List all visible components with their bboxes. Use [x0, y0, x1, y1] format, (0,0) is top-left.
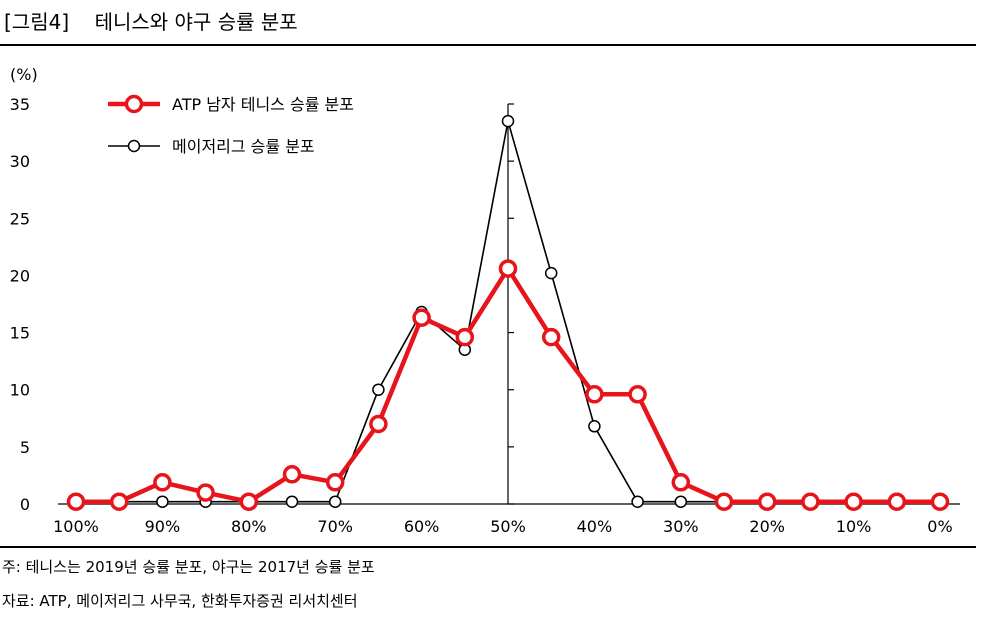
x-tick-label: 90%: [145, 517, 181, 536]
x-tick-label: 30%: [663, 517, 699, 536]
data-point-atp-tennis: [282, 465, 302, 484]
x-tick-label: 70%: [317, 517, 353, 536]
data-point-mlb: [156, 495, 169, 508]
data-point-mlb: [285, 495, 299, 508]
data-point-atp-tennis: [541, 327, 561, 347]
title-divider: [0, 44, 976, 46]
y-tick-label: 5: [20, 438, 30, 457]
x-tick-label: 80%: [231, 517, 267, 536]
legend-label-atp-tennis: ATP 남자 테니스 승률 분포: [172, 95, 354, 114]
data-point-atp-tennis: [801, 492, 820, 511]
x-tick-label: 50%: [490, 517, 526, 536]
data-point-atp-tennis: [455, 327, 475, 347]
figure-label: [그림4]: [4, 10, 70, 34]
x-tick-label: 60%: [404, 517, 440, 536]
x-tick-label: 40%: [577, 517, 613, 536]
data-point-atp-tennis: [585, 385, 604, 404]
x-tick-label: 20%: [749, 517, 785, 536]
y-tick-label: 25: [10, 209, 30, 228]
y-unit-label: (%): [10, 65, 38, 84]
data-point-atp-tennis: [714, 492, 734, 511]
data-point-mlb: [328, 495, 342, 508]
data-point-atp-tennis: [325, 473, 345, 492]
data-point-mlb: [501, 114, 515, 128]
x-tick-label: 100%: [53, 517, 99, 536]
x-tick-label: 0%: [927, 517, 952, 536]
data-point-atp-tennis: [109, 492, 129, 511]
y-tick-label: 30: [10, 152, 30, 171]
y-tick-label: 10: [10, 381, 30, 400]
y-tick-label: 20: [10, 266, 30, 285]
data-point-atp-tennis: [887, 492, 907, 511]
y-tick-label: 0: [20, 495, 30, 514]
data-point-atp-tennis: [239, 492, 259, 511]
figure-title-text: 테니스와 야구 승률 분포: [94, 10, 298, 34]
legend-label-mlb: 메이저리그 승률 분포: [172, 137, 315, 156]
data-point-atp-tennis: [153, 473, 172, 492]
data-point-atp-tennis: [66, 492, 86, 511]
data-point-atp-tennis: [196, 483, 215, 502]
data-point-mlb: [588, 420, 601, 433]
data-point-mlb: [631, 495, 644, 508]
chart-axes: 0 5 10 15 20 25 30 35 (%) 100% 90% 80% 70% 60% 50% 40% 3…: [10, 65, 960, 536]
y-tick-label: 35: [10, 95, 30, 114]
legend-marker-atp-tennis: [124, 94, 144, 114]
data-point-atp-tennis: [757, 492, 777, 511]
data-point-atp-tennis: [844, 492, 863, 511]
figure-title: [그림4] 테니스와 야구 승률 분포: [4, 6, 298, 35]
legend-marker-mlb: [127, 139, 141, 153]
data-point-mlb: [674, 495, 688, 508]
chart: 0 5 10 15 20 25 30 35 (%) 100% 90% 80% 70% 60% 50% 40% 3…: [10, 65, 960, 536]
data-point-atp-tennis: [412, 308, 431, 327]
chart-note: 주: 테니스는 2019년 승률 분포, 야구는 2017년 승률 분포: [2, 558, 375, 576]
data-point-atp-tennis: [498, 259, 518, 278]
data-point-atp-tennis: [671, 473, 691, 492]
chart-series: [66, 114, 950, 511]
data-point-mlb: [544, 266, 558, 280]
bottom-divider: [0, 546, 976, 548]
data-point-atp-tennis: [628, 385, 647, 404]
data-point-atp-tennis: [930, 492, 950, 511]
data-point-atp-tennis: [369, 414, 388, 434]
chart-source: 자료: ATP, 메이저리그 사무국, 한화투자증권 리서치센터: [2, 592, 358, 610]
y-tick-label: 15: [10, 324, 30, 343]
series-atp-tennis: [66, 259, 950, 511]
data-point-mlb: [372, 383, 385, 396]
x-tick-label: 10%: [836, 517, 872, 536]
